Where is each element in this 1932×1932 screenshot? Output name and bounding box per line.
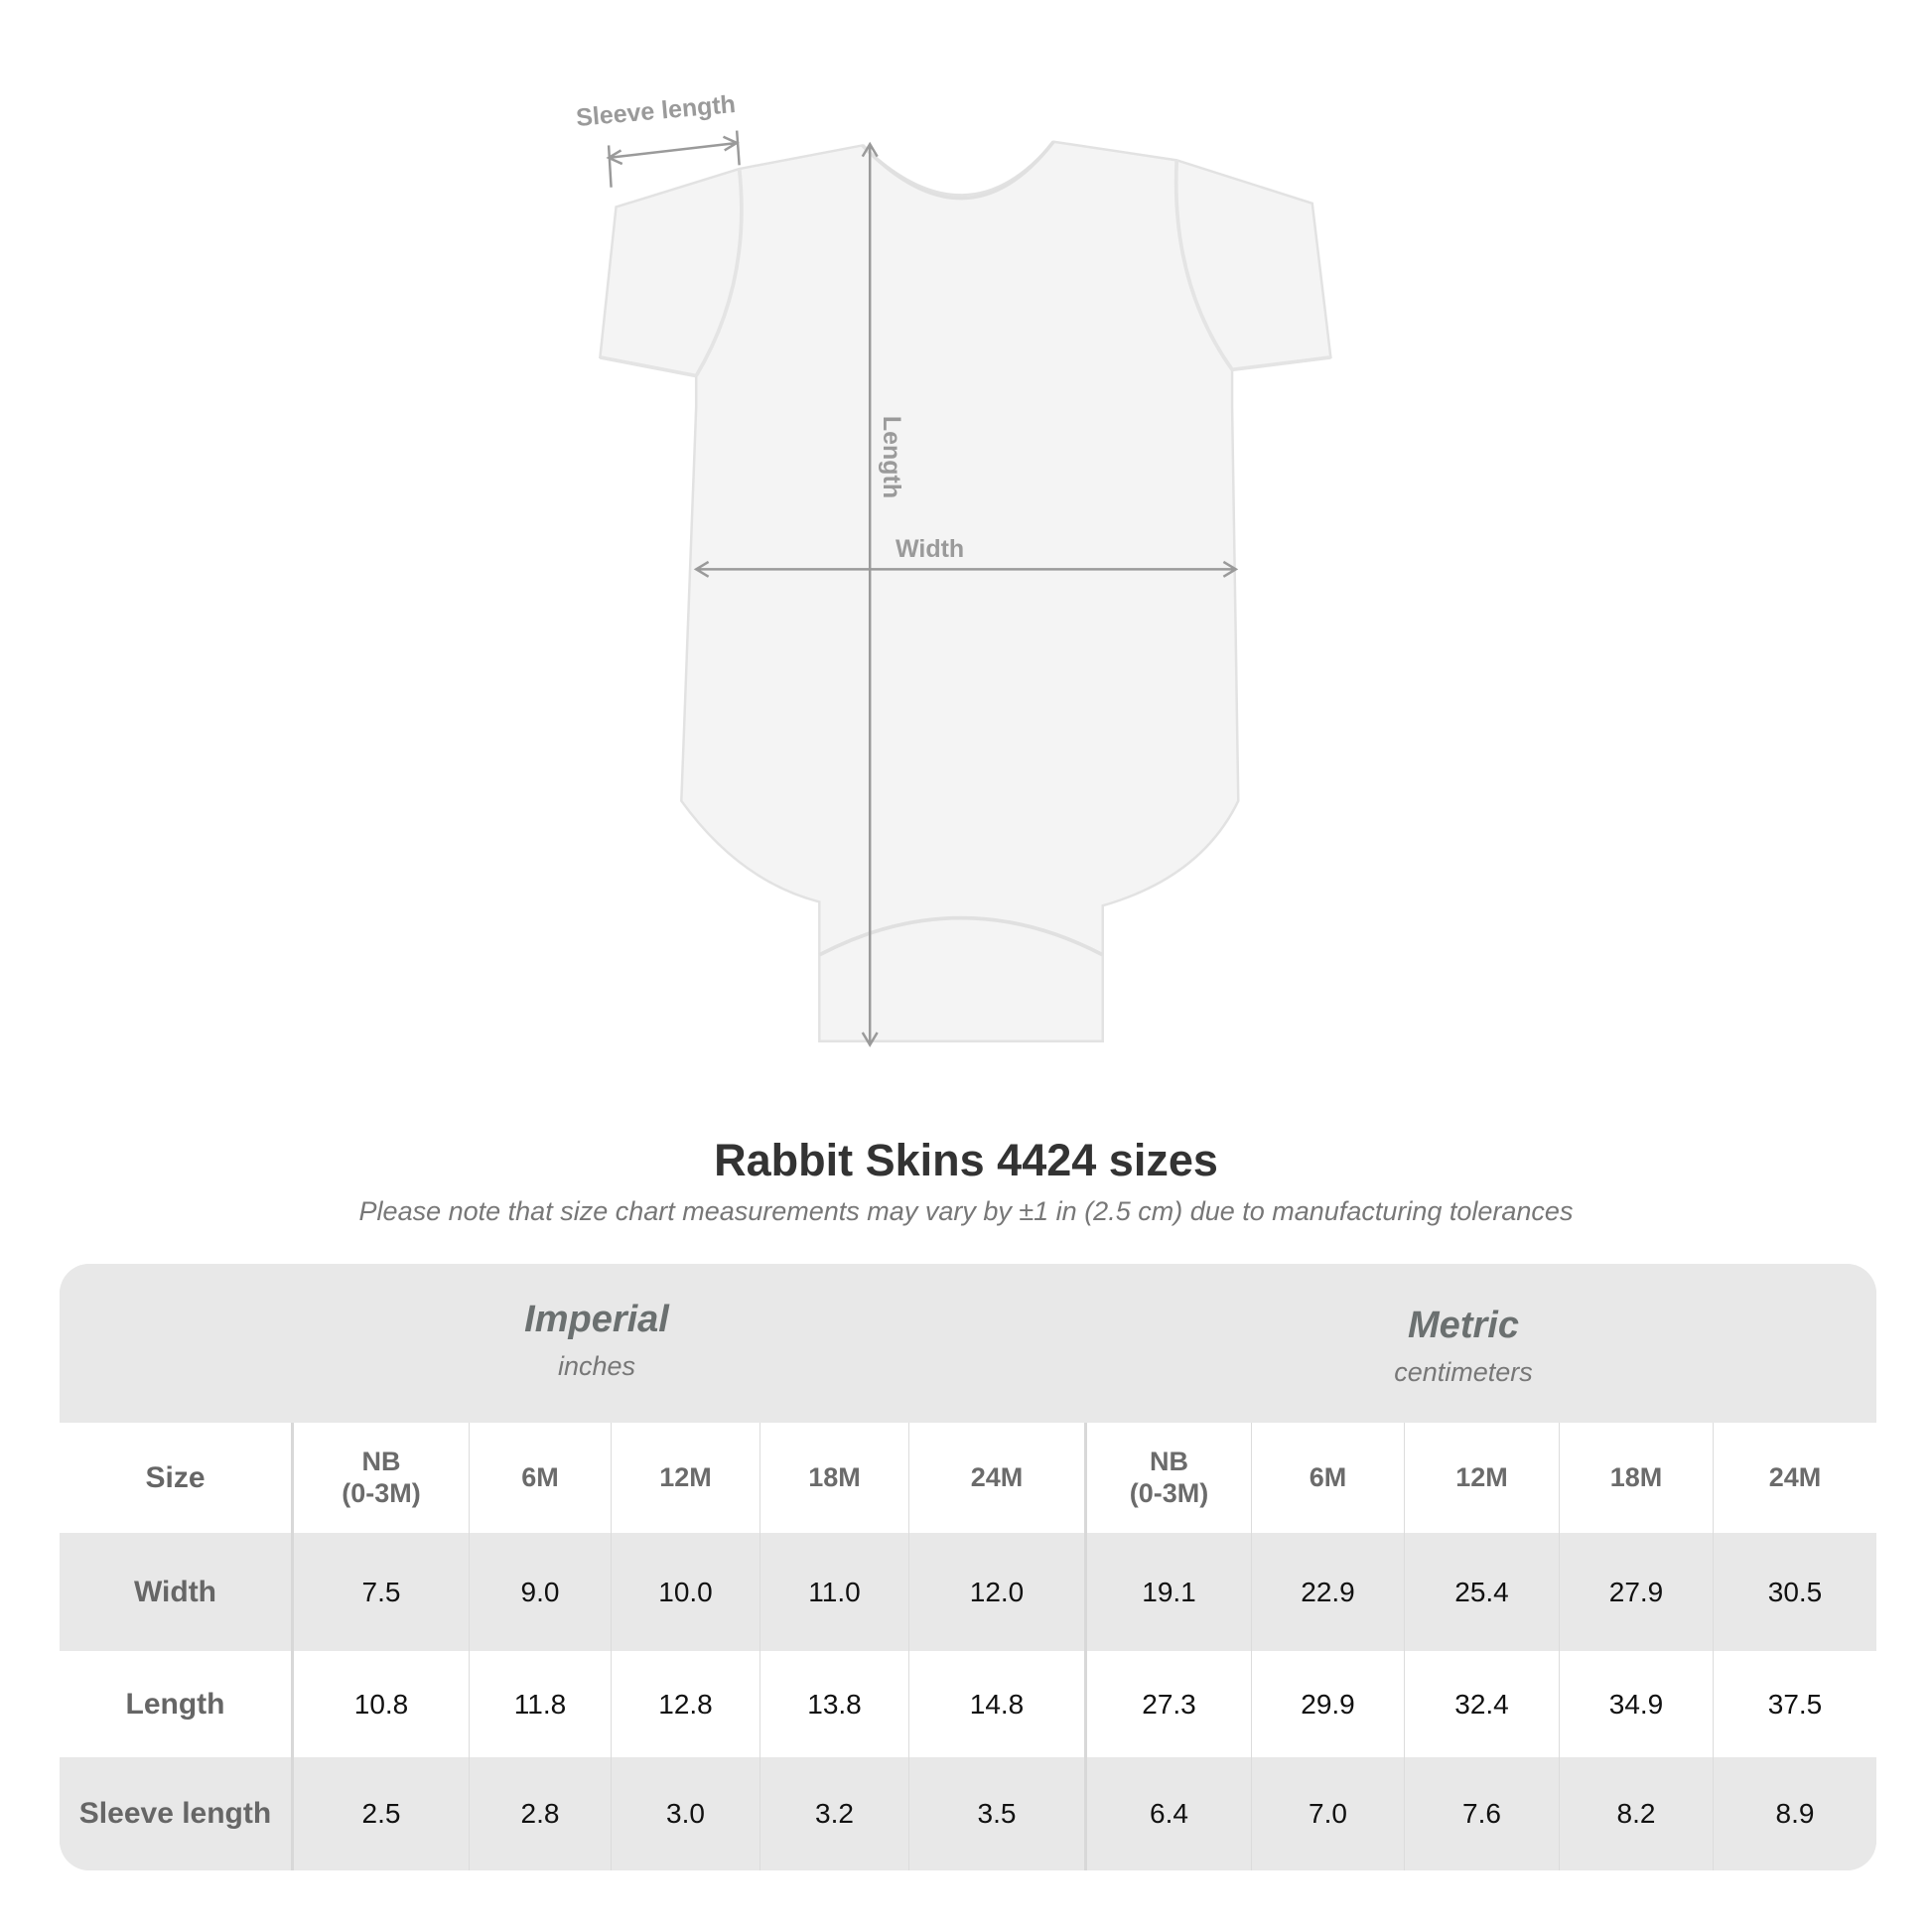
imperial-value: 13.8	[759, 1651, 908, 1757]
imperial-unit: inches	[557, 1351, 636, 1381]
row-label: Length	[125, 1687, 225, 1721]
metric-value: 22.9	[1251, 1533, 1404, 1651]
table-row: Sleeve length 2.5 2.8 3.0 3.2 3.5 6.4 7.0 7.6 8.2…	[60, 1757, 1876, 1870]
imperial-size-header: 6M	[469, 1423, 611, 1533]
metric-value: 37.5	[1713, 1651, 1876, 1757]
metric-size-header: 12M	[1404, 1423, 1559, 1533]
imperial-size-header: 24M	[908, 1423, 1084, 1533]
imperial-value: 11.0	[759, 1533, 908, 1651]
imperial-value: 7.5	[291, 1533, 469, 1651]
imperial-value: 3.5	[908, 1757, 1084, 1870]
imperial-header: Imperial inches	[524, 1299, 669, 1382]
metric-header: Metric centimeters	[1394, 1305, 1533, 1388]
metric-value: 8.9	[1713, 1757, 1876, 1870]
imperial-size-header: 18M	[759, 1423, 908, 1533]
imperial-value: 12.0	[908, 1533, 1084, 1651]
imperial-value: 9.0	[469, 1533, 611, 1651]
imperial-value: 2.5	[291, 1757, 469, 1870]
metric-size-header: 18M	[1559, 1423, 1713, 1533]
metric-value: 6.4	[1084, 1757, 1251, 1870]
imperial-value: 10.0	[611, 1533, 759, 1651]
system-header: Imperial inches Metric centimeters	[60, 1264, 1876, 1423]
metric-value: 29.9	[1251, 1651, 1404, 1757]
table-row: Length 10.8 11.8 12.8 13.8 14.8 27.3 29.9 32.4 34…	[60, 1651, 1876, 1757]
imperial-value: 3.0	[611, 1757, 759, 1870]
size-table: Imperial inches Metric centimeters Size N…	[60, 1264, 1876, 1870]
metric-title: Metric	[1408, 1305, 1519, 1346]
row-label: Sleeve length	[78, 1797, 272, 1830]
length-label: Length	[878, 415, 906, 499]
imperial-value: 14.8	[908, 1651, 1084, 1757]
size-label: Size	[145, 1460, 206, 1494]
metric-value: 30.5	[1713, 1533, 1876, 1651]
metric-value: 19.1	[1084, 1533, 1251, 1651]
metric-size-header: 6M	[1251, 1423, 1404, 1533]
metric-value: 32.4	[1404, 1651, 1559, 1757]
metric-value: 8.2	[1559, 1757, 1713, 1870]
page-title: Rabbit Skins 4424 sizes	[714, 1135, 1218, 1185]
imperial-value: 10.8	[291, 1651, 469, 1757]
onesie-collar	[861, 140, 1055, 201]
imperial-title: Imperial	[524, 1299, 669, 1340]
onesie-sleeve-seams	[600, 160, 1331, 378]
onesie-garment	[599, 140, 1332, 1042]
metric-value: 25.4	[1404, 1533, 1559, 1651]
table-row: Width 7.5 9.0 10.0 11.0 12.0 19.1 22.9 25.4 27.9 3…	[60, 1533, 1876, 1651]
sleeve-length-arrow	[606, 130, 741, 188]
metric-value: 7.0	[1251, 1757, 1404, 1870]
length-arrow	[861, 141, 879, 1047]
metric-unit: centimeters	[1394, 1357, 1533, 1387]
width-arrow	[693, 560, 1239, 578]
imperial-value: 11.8	[469, 1651, 611, 1757]
imperial-value: 3.2	[759, 1757, 908, 1870]
metric-value: 34.9	[1559, 1651, 1713, 1757]
width-label: Width	[896, 535, 965, 563]
size-header-row: Size NB (0-3M) 6M 12M 18M 24M NB (0-3M) 6M 12M 18…	[60, 1423, 1876, 1533]
imperial-size-header: NB (0-3M)	[291, 1423, 469, 1533]
row-label: Width	[133, 1575, 217, 1608]
metric-size-header: 24M	[1713, 1423, 1876, 1533]
metric-size-header: NB (0-3M)	[1084, 1423, 1251, 1533]
onesie-snap-tab	[818, 915, 1104, 957]
imperial-size-header: 12M	[611, 1423, 759, 1533]
metric-value: 27.3	[1084, 1651, 1251, 1757]
tolerance-note: Please note that size chart measurements…	[358, 1196, 1574, 1226]
metric-value: 7.6	[1404, 1757, 1559, 1870]
imperial-value: 2.8	[469, 1757, 611, 1870]
metric-value: 27.9	[1559, 1533, 1713, 1651]
imperial-value: 12.8	[611, 1651, 759, 1757]
